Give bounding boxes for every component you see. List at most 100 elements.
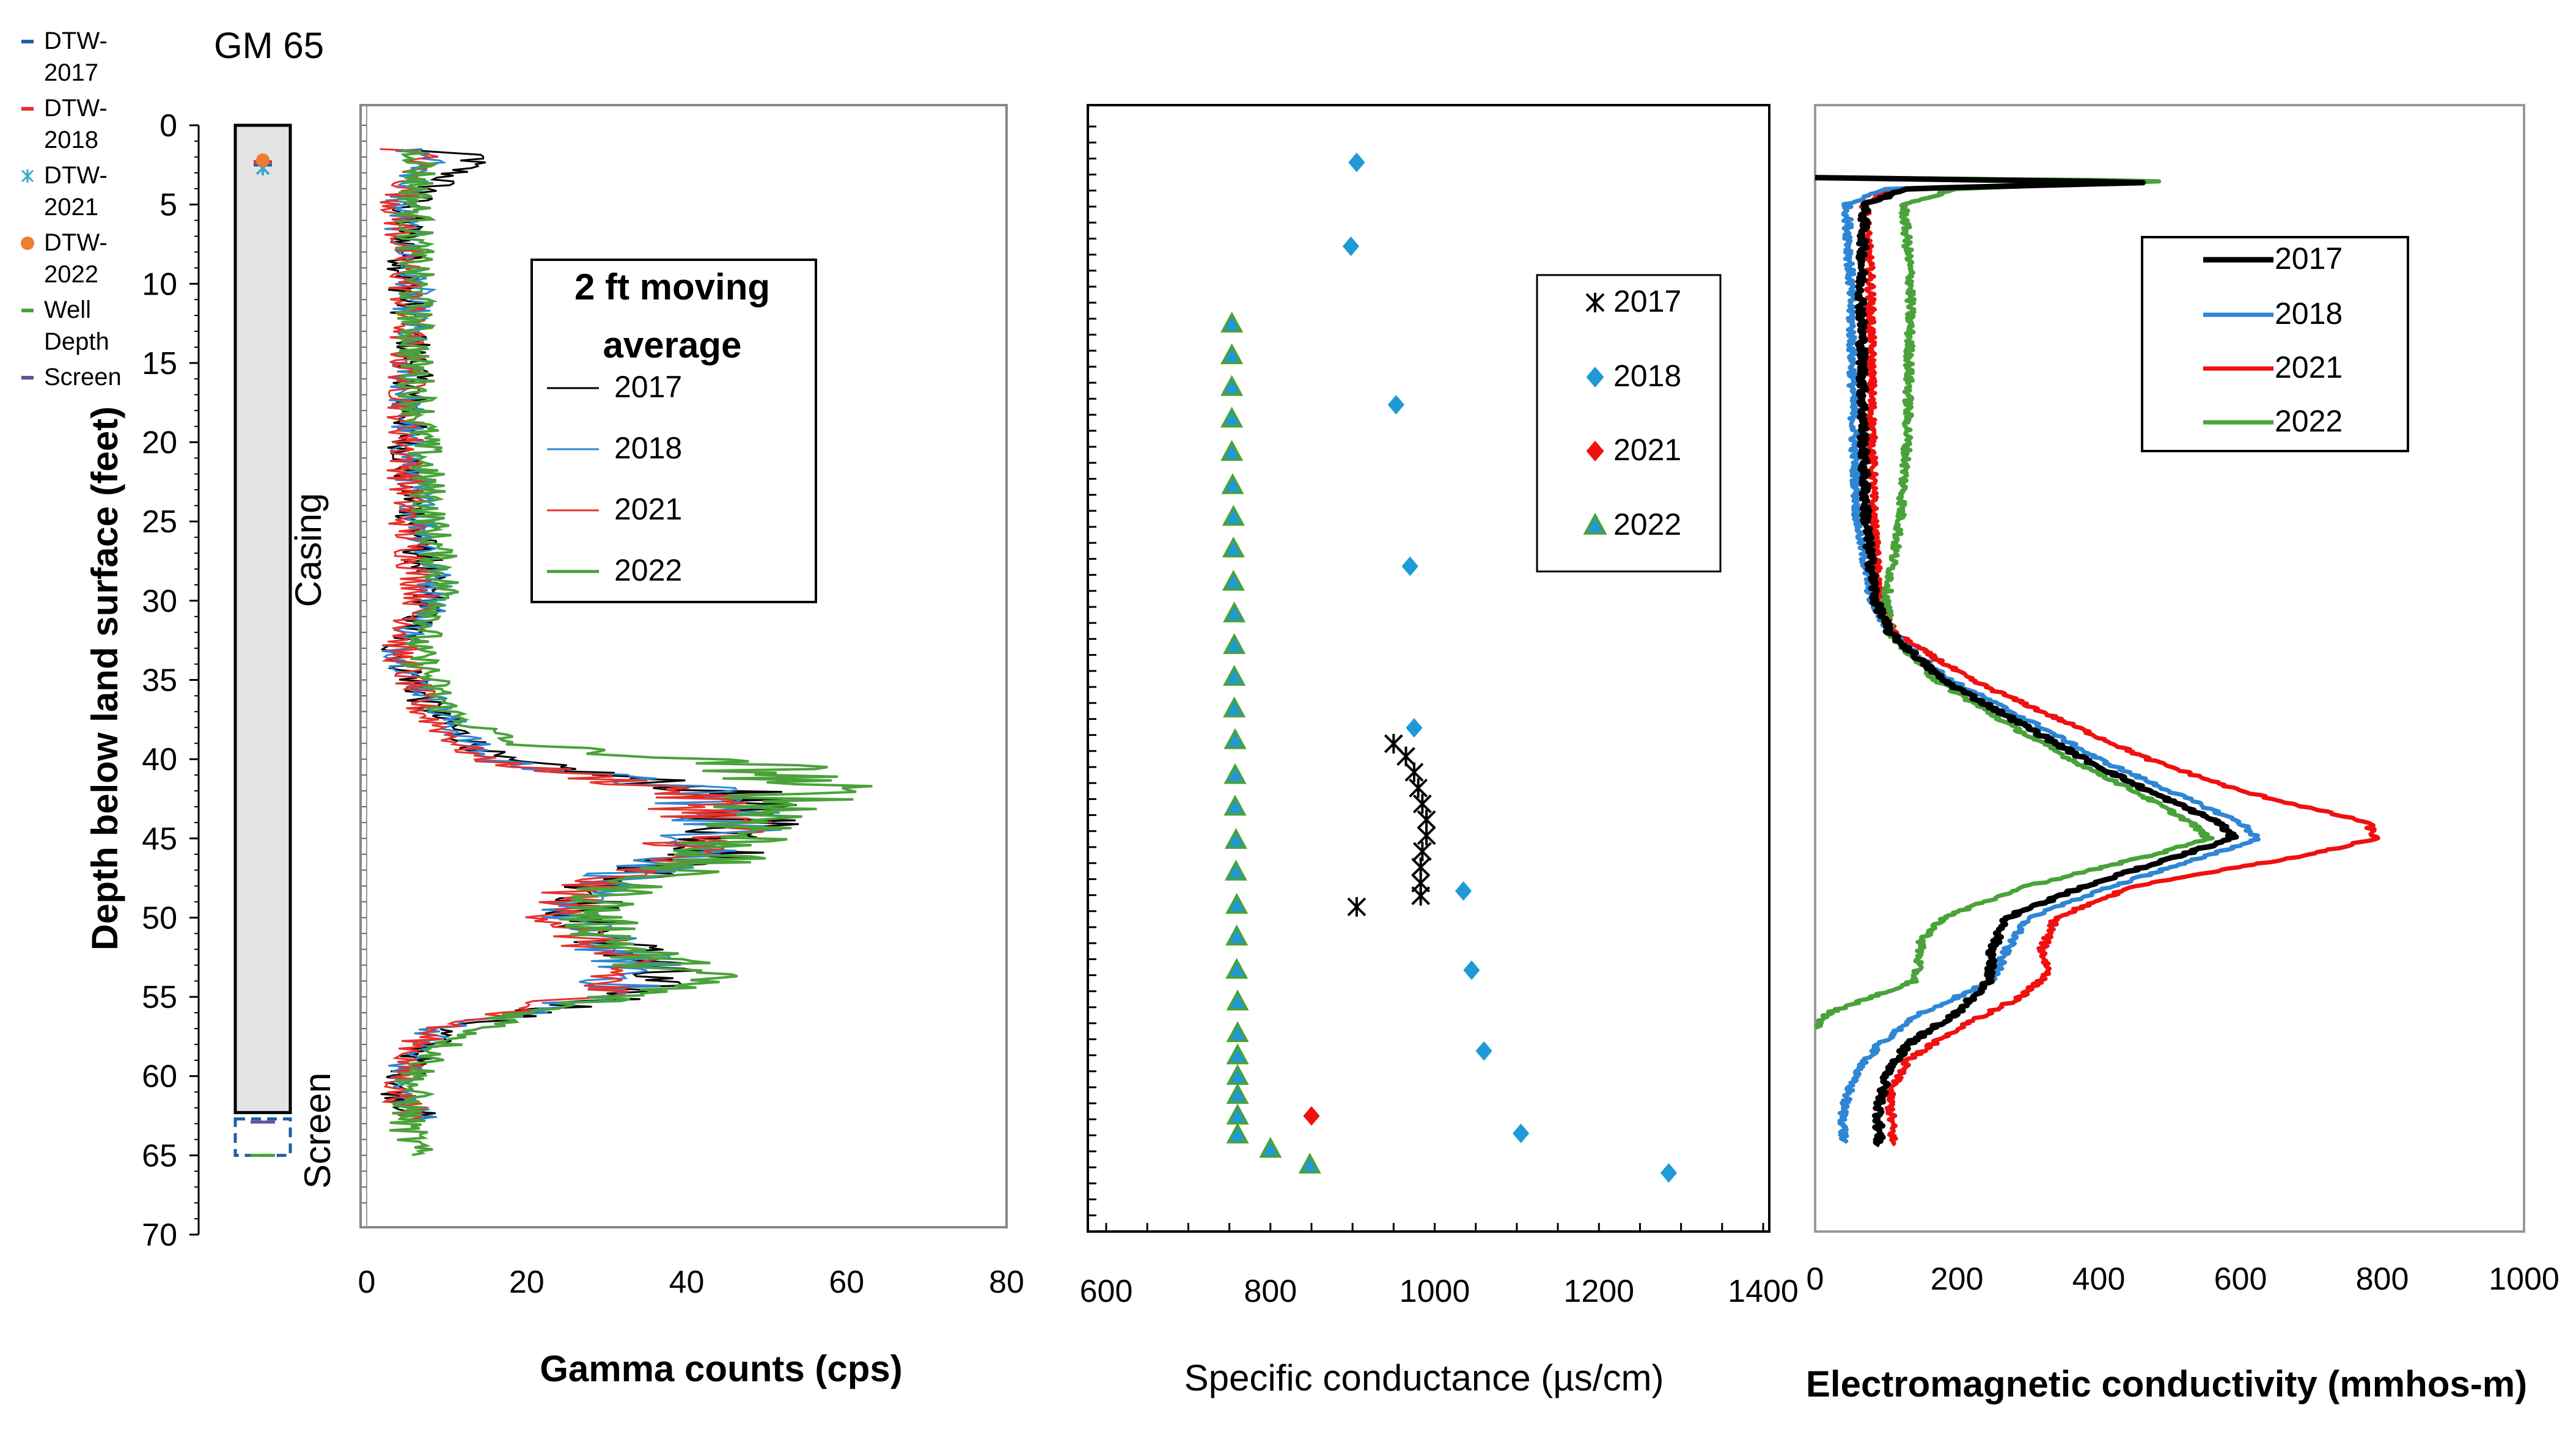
sc-x-tick-label: 1400 [1728, 1274, 1799, 1309]
gamma-x-tick-label: 0 [358, 1265, 376, 1300]
sc-point-2022 [1221, 473, 1244, 494]
depth-tick-label: 45 [142, 821, 177, 857]
well-title: GM 65 [214, 25, 324, 66]
gamma-x-tick-label: 80 [989, 1265, 1024, 1300]
legend-label: DTW-2021 [44, 162, 108, 221]
sc-point-2022 [1226, 1021, 1249, 1043]
sc-point-2022 [1223, 601, 1246, 623]
depth-tick-label: 15 [142, 346, 177, 381]
sc-x-tick-label: 600 [1080, 1274, 1133, 1309]
legend-label: Well Depth [44, 296, 109, 355]
sc-point-2018 [1512, 1123, 1530, 1144]
sc-point-2022 [1224, 795, 1247, 816]
sc-point-2022 [1224, 728, 1247, 749]
legend-label: DTW-2017 [44, 28, 108, 86]
sc-point-2022 [1220, 406, 1244, 428]
em-x-tick-label: 0 [1807, 1261, 1824, 1297]
em-legend-label: 2021 [2275, 350, 2343, 384]
sc-point-2022 [1226, 1063, 1249, 1085]
gamma-legend-title: 2 ft moving average [574, 266, 770, 365]
em-x-tick-label: 600 [2214, 1261, 2267, 1297]
sc-point-2022 [1259, 1137, 1282, 1158]
sc-point-2022 [1222, 570, 1245, 591]
casing-label: Casing [288, 493, 329, 608]
sc-point-2018 [1475, 1041, 1492, 1061]
sc-point-2018 [1342, 237, 1360, 257]
sc-point-2022 [1220, 311, 1244, 333]
depth-axis-label: Depth below land surface (feet) [84, 406, 125, 950]
sc-x-tick-label: 800 [1244, 1274, 1297, 1309]
sc-point-2022 [1223, 664, 1246, 686]
sc-point-2022 [1225, 958, 1249, 979]
em-legend-label: 2018 [2275, 296, 2343, 331]
sc-legend-label: 2018 [1613, 359, 1681, 393]
sc-legend-swatch [1583, 512, 1607, 535]
sc-point-2022 [1220, 375, 1244, 396]
depth-tick-label: 35 [142, 663, 177, 699]
sc-legend-label: 2017 [1613, 284, 1681, 318]
sc-point-2018 [1463, 960, 1480, 980]
em-plot-frame [1814, 104, 2525, 1233]
legend-label: DTW-2018 [44, 95, 108, 153]
sc-point-2022 [1224, 763, 1247, 784]
sc-point-2018 [1348, 152, 1365, 172]
depth-tick-label: 55 [142, 980, 177, 1015]
legend-label: DTW-2022 [44, 229, 108, 288]
gamma-series-2018 [381, 148, 782, 1120]
em-series-2022 [1815, 175, 2215, 1030]
sc-point-2022 [1222, 536, 1245, 558]
sc-legend-box [1536, 274, 1722, 573]
casing-rect [233, 123, 292, 1114]
sc-point-2022 [1226, 1103, 1249, 1125]
legend-label: Screen [44, 364, 122, 391]
depth-tick-label: 65 [142, 1138, 177, 1173]
screen-rect [233, 1117, 292, 1157]
sc-legend-label: 2022 [1613, 507, 1681, 542]
gamma-legend-label: 2018 [614, 431, 682, 465]
em-x-tick-label: 400 [2072, 1261, 2126, 1297]
sc-legend-swatch [1586, 367, 1604, 387]
em-legend-box [2141, 236, 2409, 452]
sc-point-2018 [1660, 1163, 1678, 1183]
depth-tick-label: 0 [160, 108, 177, 144]
sc-point-2022 [1226, 990, 1249, 1011]
gamma-x-tick-label: 60 [829, 1265, 864, 1300]
sc-legend-swatch [1586, 441, 1604, 461]
gamma-x-tick-label: 20 [509, 1265, 545, 1300]
em-series-2017 [1815, 175, 2239, 1148]
depth-tick-label: 25 [142, 504, 177, 540]
gamma-x-tick-label: 40 [669, 1265, 705, 1300]
sc-point-2018 [1401, 556, 1418, 576]
sc-point-2022 [1222, 505, 1245, 526]
em-x-axis-label: Electromagnetic conductivity (mmhos-m) [1806, 1364, 2527, 1404]
screen-label: Screen [297, 1073, 338, 1189]
sc-point-2018 [1406, 718, 1423, 738]
sc-point-2022 [1220, 343, 1244, 364]
sc-point-2021 [1303, 1106, 1320, 1126]
sc-point-2022 [1224, 859, 1247, 881]
sc-point-2022 [1226, 1043, 1249, 1065]
depth-tick-label: 70 [142, 1217, 177, 1253]
depth-tick-label: 50 [142, 900, 177, 936]
dtw-2022-marker [256, 153, 270, 167]
legend-swatch [21, 237, 34, 250]
em-legend-label: 2017 [2275, 241, 2343, 276]
em-x-tick-label: 1000 [2489, 1261, 2559, 1297]
depth-tick-label: 40 [142, 742, 177, 777]
gamma-plot-frame [359, 104, 1008, 1228]
sc-point-2022 [1225, 924, 1249, 945]
sc-point-2018 [1387, 395, 1404, 415]
sc-point-2022 [1223, 633, 1246, 655]
gamma-legend-box [530, 259, 817, 603]
sc-point-2022 [1223, 696, 1246, 718]
depth-tick-label: 30 [142, 584, 177, 619]
sc-point-2022 [1298, 1152, 1321, 1174]
gamma-x-axis-label: Gamma counts (cps) [540, 1348, 902, 1389]
depth-tick-label: 60 [142, 1059, 177, 1095]
sc-x-tick-label: 1200 [1563, 1274, 1634, 1309]
depth-tick-label: 20 [142, 425, 177, 461]
sc-point-2022 [1220, 439, 1244, 461]
gamma-legend-label: 2021 [614, 492, 682, 526]
sc-point-2022 [1226, 1082, 1249, 1104]
em-x-tick-label: 200 [1931, 1261, 1984, 1297]
